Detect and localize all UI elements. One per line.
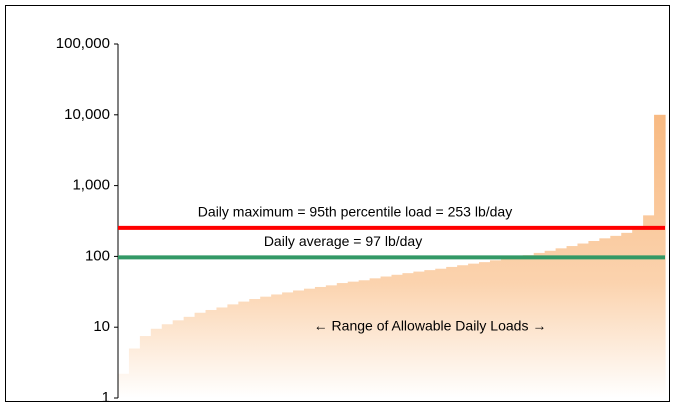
bar [413,271,425,398]
bar [446,266,458,398]
y-tick-label: 1,000 [72,177,110,194]
bar [238,301,250,398]
bar [577,243,590,398]
y-tick-label: 10 [93,318,110,335]
bar [314,286,327,398]
bar [358,280,371,398]
bar [271,294,283,398]
bar [380,276,393,398]
bar [172,320,185,398]
bar [479,262,491,398]
reference-label: Daily average = 97 lb/day [264,233,422,249]
bar [500,258,513,398]
bar [468,263,480,398]
bar [588,241,600,398]
bar [424,270,436,398]
bar [435,268,447,398]
bar [139,336,152,398]
bar [216,307,228,398]
bar [194,312,207,398]
bar [293,290,305,398]
bar [369,278,382,398]
bar [303,288,316,398]
bar [522,255,535,398]
bar [489,260,502,398]
bar [391,274,404,398]
reference-label: Daily maximum = 95th percentile load = 2… [198,204,512,220]
bar [643,215,655,398]
bar [128,348,141,398]
bar [533,252,546,398]
bar [555,248,568,398]
bar [544,250,557,398]
bar [610,235,622,398]
bar [183,316,196,398]
bar [511,257,524,398]
bar [205,309,218,398]
y-tick-label: 10,000 [64,106,110,123]
bar [347,281,360,398]
bar [599,238,611,398]
bar [249,299,261,398]
annotation: ← Range of Allowable Daily Loads → [314,318,547,334]
bar [260,296,272,398]
y-tick-label: 100 [85,247,110,264]
y-tick-label: 100,000 [56,35,110,52]
bar [325,285,338,398]
y-tick-label: 1 [102,389,110,406]
bar [150,328,163,398]
bar [566,246,579,398]
bar [457,265,469,398]
bar [118,373,130,398]
bar [621,232,633,398]
bar [632,228,644,398]
bar [282,292,294,398]
bar [227,304,239,398]
bar [402,273,414,398]
bar [161,324,174,398]
bar [336,283,349,398]
